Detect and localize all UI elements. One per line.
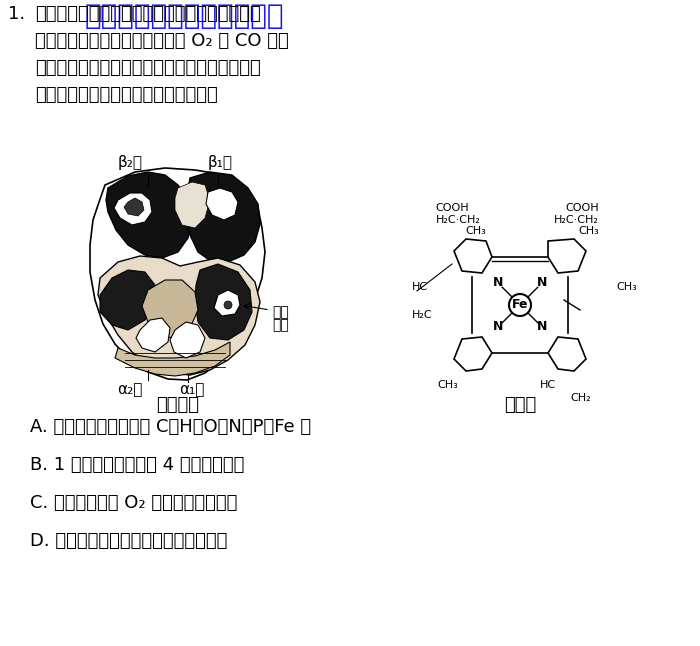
Polygon shape (175, 182, 210, 228)
Text: CH₂: CH₂ (570, 393, 591, 403)
Polygon shape (454, 337, 492, 371)
Polygon shape (115, 342, 230, 376)
Text: C. 血红素分子与 O₂ 的结合是不可逆的: C. 血红素分子与 O₂ 的结合是不可逆的 (30, 494, 237, 512)
Text: HC: HC (412, 282, 428, 292)
Text: Fe: Fe (512, 298, 528, 311)
Polygon shape (136, 318, 170, 352)
Polygon shape (106, 172, 192, 258)
Text: 能使血液呈红色。血红素可以与 O₂ 和 CO 等结: 能使血液呈红色。血红素可以与 O₂ 和 CO 等结 (35, 32, 288, 50)
Polygon shape (100, 270, 155, 330)
Polygon shape (185, 172, 260, 262)
Text: 合，且结合的方式完全一样。如图分别表示血红: 合，且结合的方式完全一样。如图分别表示血红 (35, 59, 260, 77)
Polygon shape (142, 280, 198, 338)
Polygon shape (548, 239, 586, 273)
Polygon shape (214, 290, 240, 316)
Text: 血红: 血红 (272, 305, 288, 319)
Text: CH₃: CH₃ (578, 226, 598, 236)
Text: 紫基: 紫基 (272, 318, 288, 332)
Polygon shape (90, 168, 265, 380)
Text: β₁链: β₁链 (207, 155, 232, 170)
Polygon shape (548, 337, 586, 371)
Text: D. 高原居民体内红细胞和血红蛋白较多: D. 高原居民体内红细胞和血红蛋白较多 (30, 532, 228, 550)
Polygon shape (454, 239, 492, 273)
Text: N: N (537, 320, 547, 333)
Text: B. 1 个血红蛋白分子由 4 条多肽链构成: B. 1 个血红蛋白分子由 4 条多肽链构成 (30, 456, 244, 474)
Text: 微信公众号关注：趣找答案: 微信公众号关注：趣找答案 (85, 2, 284, 30)
Circle shape (224, 301, 232, 309)
Text: α₁链: α₁链 (179, 382, 204, 397)
Text: CH₃: CH₃ (438, 380, 458, 390)
Text: H₂C: H₂C (412, 310, 433, 320)
Text: CH₃: CH₃ (465, 226, 486, 236)
Text: β₂链: β₂链 (118, 155, 143, 170)
Text: HC: HC (540, 380, 556, 390)
Text: N: N (493, 320, 503, 333)
Text: α₂链: α₂链 (118, 382, 143, 397)
Text: A. 组成红细胞的元素有 C、H、O、N、P、Fe 等: A. 组成红细胞的元素有 C、H、O、N、P、Fe 等 (30, 418, 311, 436)
Text: COOH: COOH (435, 203, 469, 213)
Text: 1.: 1. (8, 5, 25, 23)
Text: 血红蛋白: 血红蛋白 (157, 396, 200, 414)
Text: CH₃: CH₃ (616, 282, 637, 292)
Text: 血红素是人体内血红蛋白分子的重要组成部分，: 血红素是人体内血红蛋白分子的重要组成部分， (35, 5, 260, 23)
Text: COOH: COOH (565, 203, 598, 213)
Polygon shape (206, 188, 238, 220)
Polygon shape (98, 256, 260, 375)
Circle shape (509, 294, 531, 316)
Text: 蛋白和血红素。下列相关叙述错误的是: 蛋白和血红素。下列相关叙述错误的是 (35, 86, 218, 104)
Text: 血红素: 血红素 (504, 396, 536, 414)
Polygon shape (195, 264, 252, 340)
Polygon shape (170, 322, 205, 358)
Text: N: N (493, 276, 503, 289)
Text: H₂C·CH₂: H₂C·CH₂ (435, 215, 480, 225)
Text: N: N (537, 276, 547, 289)
Polygon shape (124, 198, 144, 216)
Polygon shape (114, 193, 152, 225)
Text: H₂C·CH₂: H₂C·CH₂ (554, 215, 598, 225)
